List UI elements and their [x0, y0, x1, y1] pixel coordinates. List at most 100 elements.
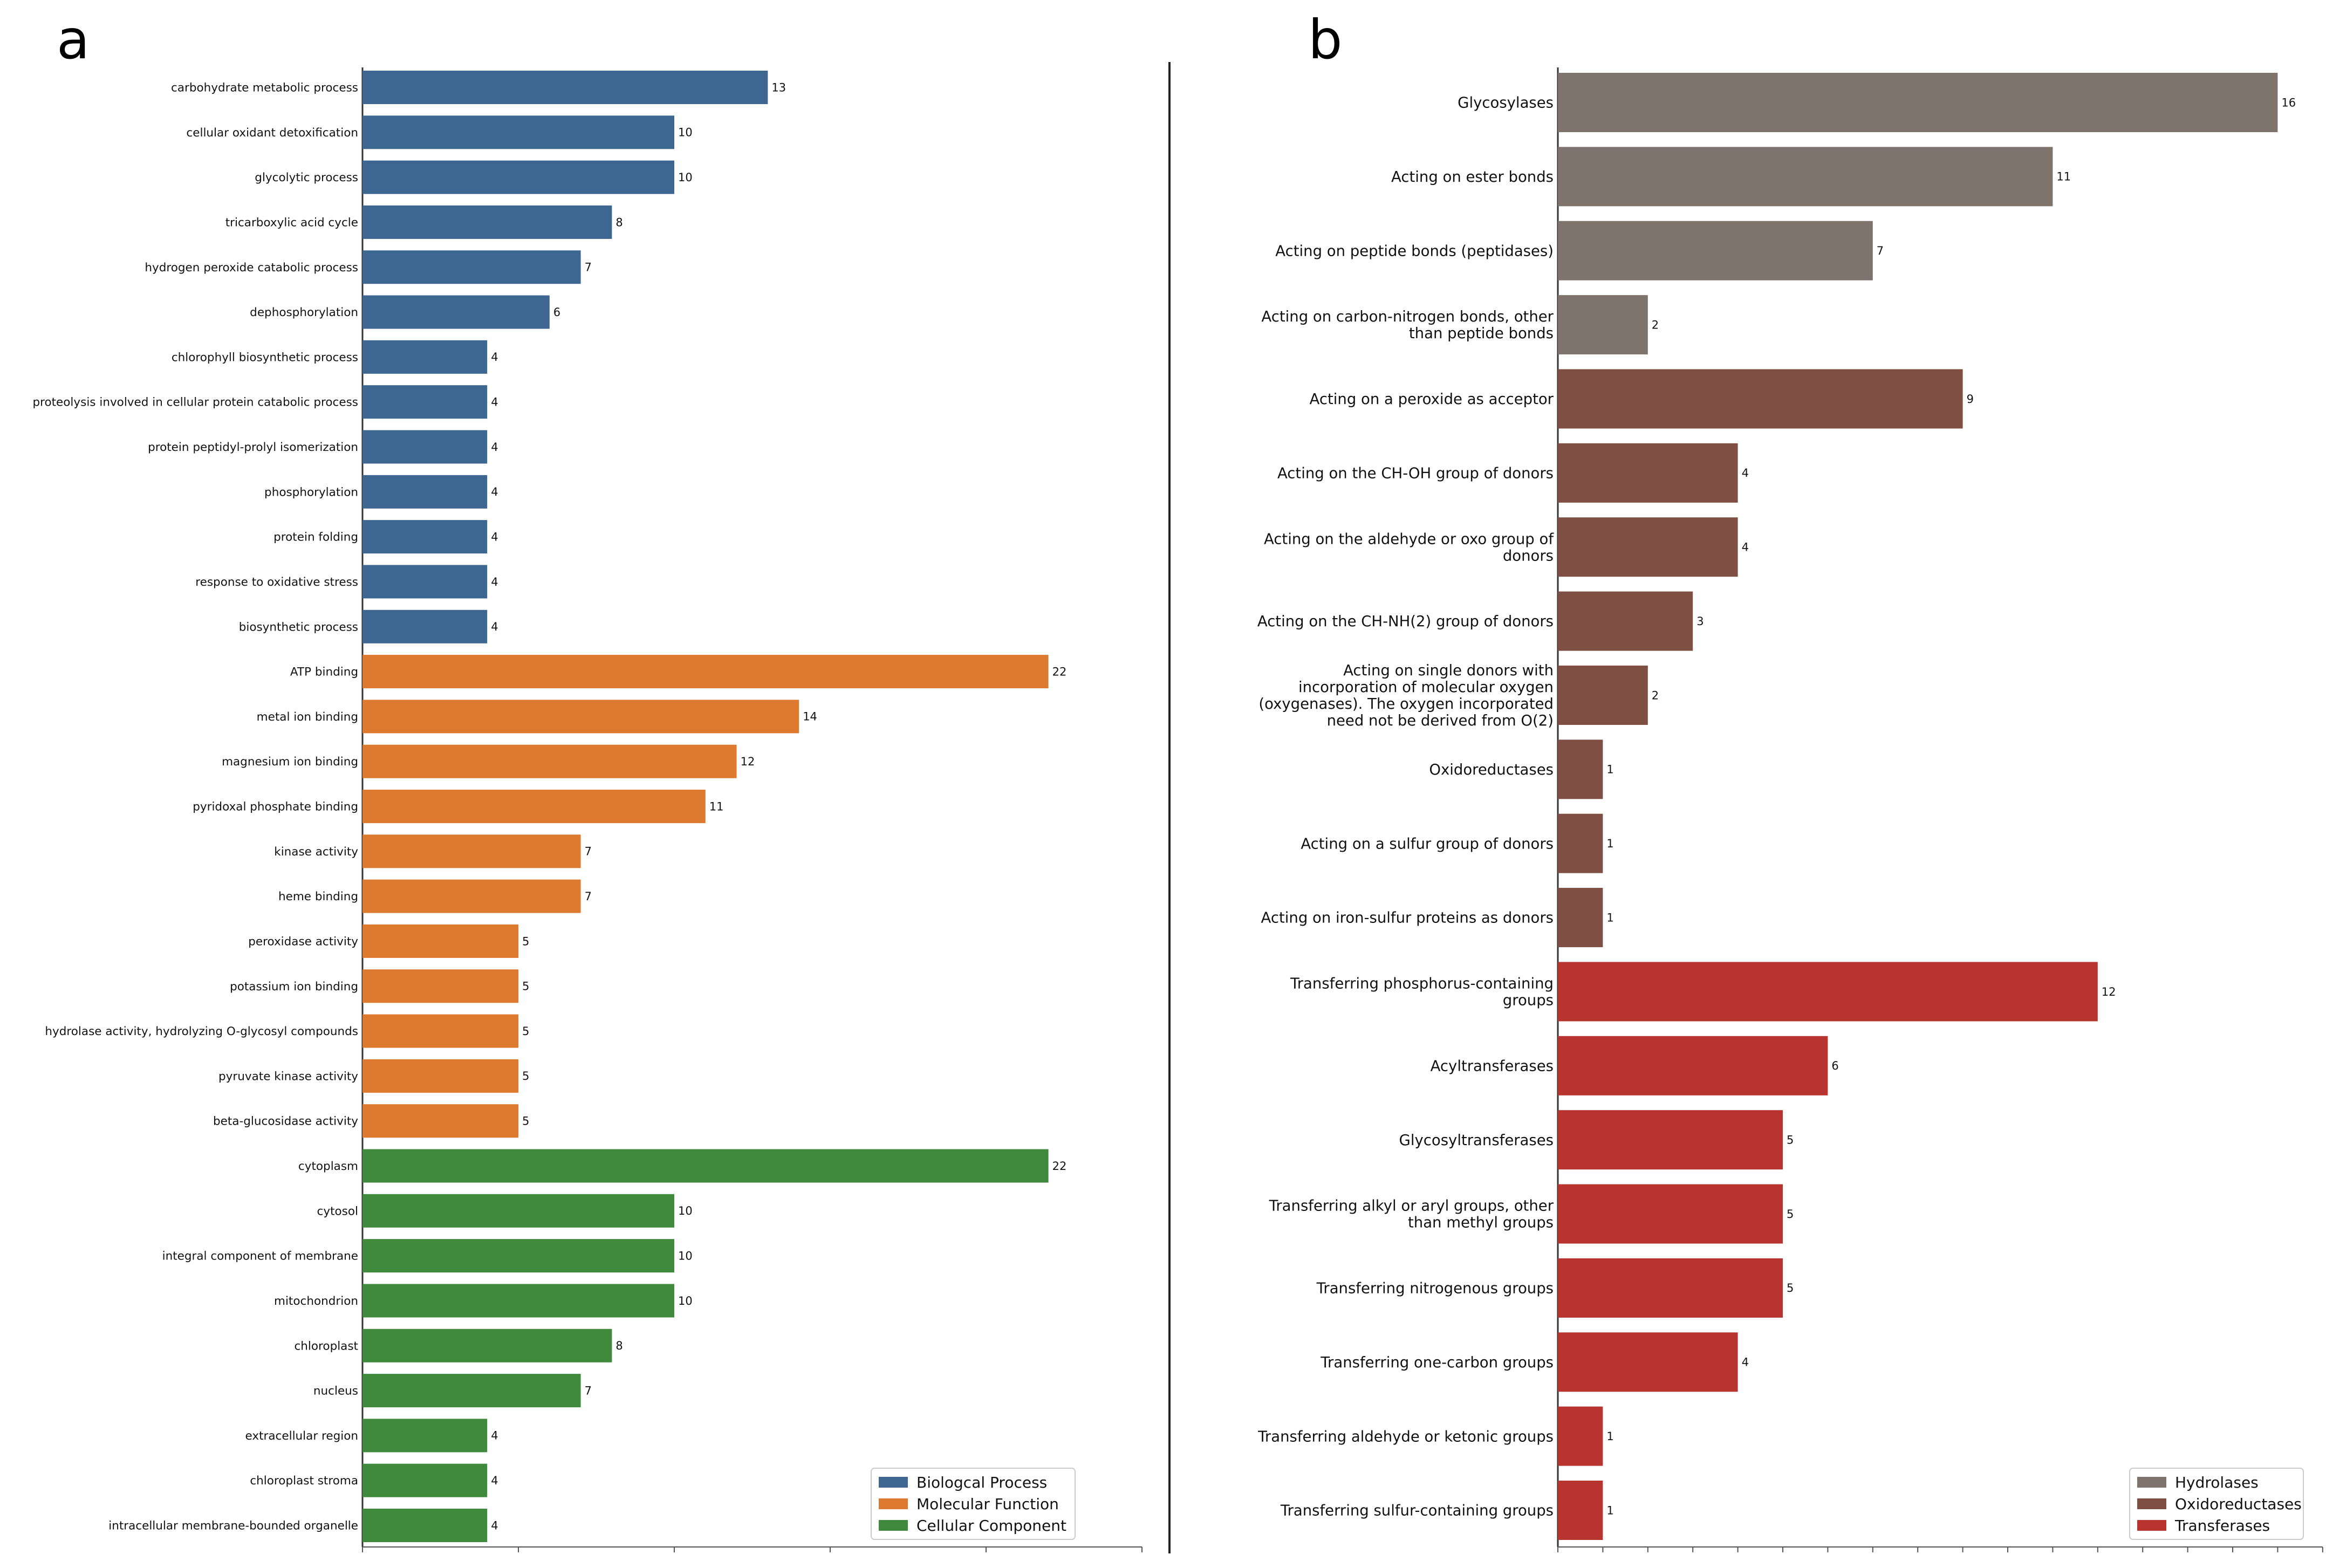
- bar-value-label: 7: [585, 890, 592, 903]
- legend-label-oxidoreductases: Oxidoreductases: [2175, 1495, 2302, 1513]
- category-label: Acting on a sulfur group of donors: [1301, 835, 1554, 852]
- legend-label-molecular-function: Molecular Function: [916, 1495, 1059, 1513]
- bar-value-label: 6: [553, 306, 560, 319]
- category-label: cellular oxidant detoxification: [186, 126, 358, 140]
- category-label: Acting on single donors with: [1343, 662, 1554, 679]
- category-label: response to oxidative stress: [195, 576, 358, 589]
- category-label: need not be derived from O(2): [1327, 712, 1554, 729]
- bar-acting-on-peptide-bonds-peptidases: [1558, 221, 1873, 280]
- bar-protein-peptidyl-prolyl-isomerization: [362, 430, 488, 464]
- category-label: beta-glucosidase activity: [213, 1115, 358, 1128]
- bar-acting-on-carbon-nitrogen-bonds-other-than-peptide-bonds: [1558, 295, 1648, 355]
- bar-acting-on-a-sulfur-group-of-donors: [1558, 813, 1603, 873]
- bar-chlorophyll-biosynthetic-process: [362, 340, 488, 374]
- panel-a-letter: a: [57, 8, 90, 71]
- bar-integral-component-of-membrane: [362, 1239, 674, 1273]
- bar-cytosol: [362, 1194, 674, 1228]
- bar-value-label: 1: [1606, 911, 1613, 924]
- category-label: phosphorylation: [264, 485, 358, 499]
- category-label: magnesium ion binding: [222, 755, 358, 769]
- bar-extracellular-region: [362, 1419, 488, 1453]
- bar-value-label: 7: [585, 261, 592, 274]
- category-label: Glycosyltransferases: [1399, 1132, 1554, 1149]
- bar-value-label: 22: [1052, 665, 1067, 678]
- bar-value-label: 11: [2056, 170, 2071, 183]
- category-label: Transferring one-carbon groups: [1320, 1354, 1554, 1371]
- legend-swatch-hydrolases: [2137, 1477, 2166, 1488]
- bar-metal-ion-binding: [362, 700, 799, 734]
- legend-label-cellular-component: Cellular Component: [916, 1517, 1066, 1535]
- legend-box: [2129, 1468, 2304, 1540]
- bar-acting-on-single-donors-with-incorporation-of-molecular-oxyg: [1558, 665, 1648, 725]
- category-label: extracellular region: [245, 1429, 358, 1443]
- category-label: Transferring nitrogenous groups: [1316, 1280, 1554, 1297]
- category-label: tricarboxylic acid cycle: [225, 216, 358, 229]
- bar-response-to-oxidative-stress: [362, 565, 488, 599]
- bar-value-label: 4: [491, 441, 498, 454]
- category-label: Acting on ester bonds: [1391, 168, 1554, 186]
- bar-value-label: 10: [678, 1295, 693, 1307]
- bar-cellular-oxidant-detoxification: [362, 115, 674, 149]
- bar-acting-on-ester-bonds: [1558, 147, 2053, 207]
- bar-oxidoreductases: [1558, 740, 1603, 799]
- bar-beta-glucosidase-activity: [362, 1104, 518, 1138]
- category-label: incorporation of molecular oxygen: [1298, 679, 1554, 696]
- bar-value-label: 5: [522, 1115, 529, 1128]
- bar-value-label: 2: [1652, 318, 1659, 331]
- bar-acting-on-iron-sulfur-proteins-as-donors: [1558, 888, 1603, 948]
- category-label: Transferring aldehyde or ketonic groups: [1257, 1428, 1554, 1445]
- bar-acting-on-the-aldehyde-or-oxo-group-of-donors: [1558, 517, 1738, 577]
- bar-glycosyltransferases: [1558, 1110, 1783, 1170]
- bar-heme-binding: [362, 879, 581, 913]
- bar-value-label: 4: [491, 530, 498, 543]
- category-label: ATP binding: [290, 666, 358, 679]
- category-label: Acting on the aldehyde or oxo group of: [1264, 530, 1554, 547]
- bar-value-label: 7: [585, 1384, 592, 1397]
- category-label: protein folding: [273, 531, 358, 544]
- bar-value-label: 7: [1877, 244, 1884, 257]
- legend: Biologcal Process Molecular Function Cellu…: [871, 1468, 1076, 1540]
- bar-acyltransferases: [1558, 1036, 1828, 1095]
- bar-transferring-phosphorus-containing-groups: [1558, 962, 2098, 1022]
- category-label: than methyl groups: [1408, 1214, 1554, 1231]
- category-label: Oxidoreductases: [1429, 761, 1554, 778]
- bar-value-label: 4: [491, 351, 498, 364]
- bar-value-label: 10: [678, 126, 693, 139]
- legend-swatch-cellular-component: [879, 1520, 908, 1531]
- category-label: Acting on the CH-NH(2) group of donors: [1257, 613, 1554, 630]
- legend-label-transferases: Transferases: [2174, 1517, 2270, 1535]
- category-label: Acting on carbon-nitrogen bonds, other: [1261, 308, 1554, 325]
- bar-tricarboxylic-acid-cycle: [362, 205, 612, 239]
- bar-peroxidase-activity: [362, 924, 518, 958]
- bar-value-label: 10: [678, 1249, 693, 1262]
- category-label: metal ion binding: [257, 710, 358, 724]
- category-label: Transferring alkyl or aryl groups, other: [1269, 1197, 1554, 1215]
- bar-transferring-alkyl-or-aryl-groups-other-than-methyl-groups: [1558, 1184, 1783, 1244]
- category-label: protein peptidyl-prolyl isomerization: [148, 441, 358, 454]
- bar-proteolysis-involved-in-cellular-protein-catabolic-process: [362, 385, 488, 419]
- bar-value-label: 4: [491, 485, 498, 498]
- bar-dephosphorylation: [362, 295, 550, 329]
- bar-value-label: 6: [1831, 1059, 1838, 1072]
- category-label: than peptide bonds: [1409, 325, 1554, 342]
- category-label: peroxidase activity: [248, 935, 358, 948]
- bar-transferring-aldehyde-or-ketonic-groups: [1558, 1406, 1603, 1466]
- category-label: pyruvate kinase activity: [218, 1070, 358, 1083]
- category-label: Acyltransferases: [1431, 1057, 1554, 1074]
- bar-value-label: 13: [771, 81, 786, 94]
- category-label: chloroplast stroma: [250, 1474, 358, 1488]
- legend: Hydrolases Oxidoreductases Transferases: [2129, 1468, 2304, 1540]
- category-label: Acting on iron-sulfur proteins as donors: [1261, 909, 1554, 927]
- bar-value-label: 12: [741, 755, 755, 768]
- category-label: glycolytic process: [255, 171, 358, 184]
- category-label: donors: [1503, 547, 1554, 564]
- bar-magnesium-ion-binding: [362, 744, 737, 778]
- category-label: hydrolase activity, hydrolyzing O-glycos…: [45, 1025, 358, 1038]
- category-label: Acting on the CH-OH group of donors: [1277, 464, 1554, 482]
- panel-a-bar-chart: 13 carbohydrate metabolic process 10 cellul…: [32, 67, 1143, 1552]
- category-label: proteolysis involved in cellular protein…: [32, 396, 358, 409]
- bar-value-label: 4: [1742, 541, 1749, 554]
- legend-swatch-oxidoreductases: [2137, 1498, 2166, 1509]
